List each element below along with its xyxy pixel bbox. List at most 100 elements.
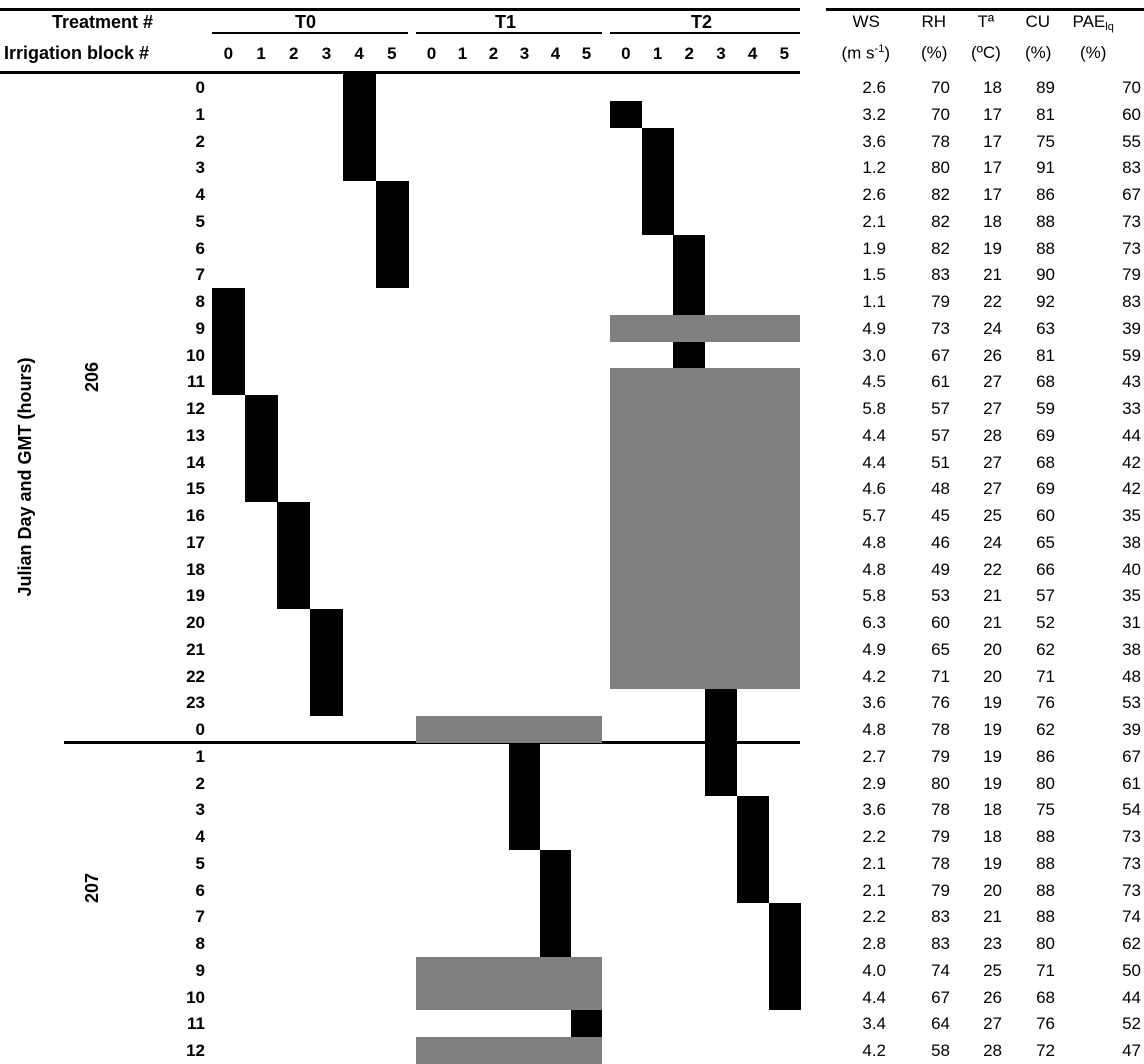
met-value-rh: 83 (931, 907, 950, 927)
met-unit-rh: (%) (921, 43, 948, 62)
met-value-ws: 4.9 (862, 639, 886, 659)
met-value-t: 20 (983, 880, 1002, 900)
met-value-ws: 6.3 (862, 613, 886, 632)
met-value-cu: 65 (1036, 532, 1055, 552)
treatment-t1-label: T1 (495, 12, 517, 32)
met-value-ws: 4.6 (862, 479, 886, 499)
hour-label: 3 (195, 800, 205, 820)
met-value-t: 17 (983, 158, 1002, 178)
met-value-cu: 71 (1036, 666, 1055, 686)
hour-label: 5 (195, 211, 205, 231)
met-value-ws: 3.6 (862, 131, 886, 151)
met-value-t: 27 (983, 399, 1002, 418)
y-axis-label: Julian Day and GMT (hours) (15, 357, 35, 597)
met-value-t: 18 (983, 78, 1002, 97)
met-value-t: 18 (983, 827, 1002, 846)
met-value-t: 25 (983, 960, 1002, 980)
met-value-ws: 5.7 (862, 506, 886, 525)
met-value-pae: 52 (1122, 1014, 1141, 1034)
met-value-rh: 57 (931, 399, 950, 418)
met-value-t: 23 (983, 934, 1002, 953)
met-value-rh: 67 (931, 345, 950, 365)
block-label-t2-3: 3 (716, 44, 726, 63)
block-label-t1-4: 4 (550, 44, 561, 63)
met-value-pae: 67 (1122, 746, 1141, 766)
met-value-rh: 46 (931, 532, 950, 552)
hour-label: 12 (186, 399, 205, 418)
met-value-ws: 2.8 (862, 934, 886, 953)
irrigation-event-t0-block-3 (310, 609, 344, 716)
met-value-pae: 62 (1122, 934, 1141, 953)
met-value-pae: 35 (1122, 506, 1141, 525)
met-value-ws: 2.1 (862, 853, 886, 873)
met-value-pae: 39 (1122, 318, 1141, 338)
met-value-rh: 49 (931, 559, 950, 579)
irrigation-block-header: Irrigation block # (4, 43, 150, 63)
met-value-cu: 80 (1036, 773, 1055, 793)
met-value-cu: 62 (1036, 720, 1055, 739)
block-label-t2-5: 5 (779, 44, 790, 63)
met-value-pae: 48 (1122, 666, 1141, 686)
met-value-cu: 76 (1036, 693, 1055, 713)
met-value-t: 22 (983, 559, 1002, 579)
skipped-irrigation-band (610, 314, 800, 342)
met-value-cu: 68 (1036, 452, 1055, 472)
block-label-t0-5: 5 (387, 44, 397, 63)
met-unit-temp: (ºC) (971, 43, 1001, 62)
block-label-t0-3: 3 (321, 44, 332, 63)
met-value-t: 27 (983, 479, 1002, 499)
met-value-t: 21 (983, 613, 1002, 632)
met-value-ws: 2.6 (862, 185, 886, 204)
block-label-t0-0: 0 (223, 44, 234, 63)
top-rule-right (826, 8, 1144, 11)
met-value-t: 19 (983, 853, 1002, 873)
top-rule-left (0, 8, 800, 11)
hour-label: 4 (195, 827, 205, 846)
met-value-pae: 74 (1122, 907, 1141, 927)
met-value-ws: 2.2 (862, 907, 886, 927)
hour-label: 13 (186, 425, 205, 445)
met-value-pae: 73 (1122, 880, 1141, 900)
met-value-pae: 44 (1122, 987, 1141, 1007)
hour-label: 11 (187, 372, 205, 392)
met-value-cu: 57 (1036, 586, 1055, 606)
block-label-t1-0: 0 (426, 44, 437, 63)
hour-label: 10 (186, 345, 205, 365)
met-value-cu: 91 (1036, 158, 1055, 178)
block-label-t2-2: 2 (684, 44, 694, 63)
skipped-irrigation-band (610, 368, 800, 690)
skipped-irrigation-band (416, 1037, 602, 1064)
hour-label: 14 (186, 452, 205, 472)
irrigation-event-t0-block-4 (342, 74, 376, 181)
met-value-pae: 42 (1122, 452, 1141, 472)
met-value-t: 19 (983, 693, 1002, 713)
hour-label: 7 (195, 265, 205, 285)
met-value-pae: 47 (1122, 1041, 1141, 1060)
met-value-pae: 38 (1122, 532, 1141, 552)
met-value-t: 27 (983, 452, 1002, 472)
hour-label: 3 (195, 158, 205, 178)
met-value-ws: 2.1 (862, 211, 886, 231)
block-label-t1-2: 2 (488, 44, 499, 63)
block-label-t1-3: 3 (519, 44, 530, 63)
hour-label: 10 (186, 987, 205, 1007)
irrigation-event-t1-block-4 (540, 849, 571, 957)
met-value-ws: 2.1 (862, 880, 886, 900)
hour-label: 4 (195, 185, 205, 204)
met-header-pae: PAElq (1072, 12, 1114, 33)
met-value-cu: 80 (1036, 934, 1055, 953)
met-value-ws: 5.8 (862, 399, 886, 418)
met-value-t: 27 (983, 372, 1002, 392)
met-value-pae: 54 (1122, 800, 1141, 820)
met-value-rh: 79 (931, 827, 950, 846)
t1-underline (416, 32, 602, 34)
irrigation-event-t0-block-1 (244, 395, 278, 502)
met-value-pae: 33 (1122, 399, 1141, 418)
met-value-ws: 2.9 (862, 773, 886, 793)
met-value-pae: 60 (1122, 104, 1141, 124)
hour-label: 0 (195, 78, 205, 97)
met-value-t: 17 (983, 185, 1002, 204)
met-value-cu: 76 (1036, 1014, 1055, 1034)
met-value-ws: 4.5 (862, 372, 886, 392)
